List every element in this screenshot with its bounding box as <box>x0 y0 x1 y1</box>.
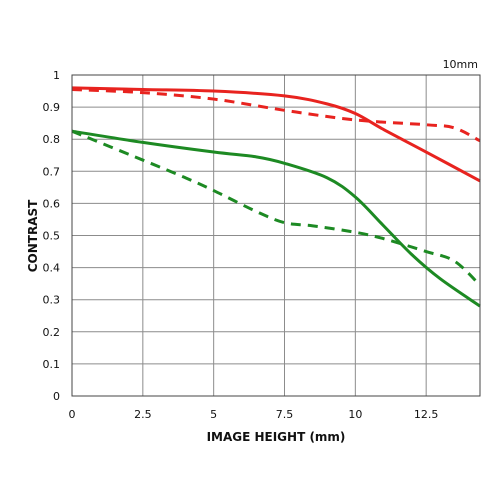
y-tick-label: 0.2 <box>43 326 61 339</box>
plot-frame <box>71 74 481 397</box>
y-tick-label: 0.6 <box>43 197 61 210</box>
y-tick-label: 0.3 <box>43 294 61 307</box>
x-tick-label: 10 <box>348 408 362 421</box>
y-tick-label: 1 <box>53 69 60 82</box>
x-axis-title: IMAGE HEIGHT (mm) <box>207 430 346 444</box>
x-tick-label: 12.5 <box>414 408 439 421</box>
x-tick-label: 5 <box>210 408 217 421</box>
y-tick-label: 0.8 <box>43 133 61 146</box>
y-tick-label: 0.5 <box>43 230 61 243</box>
x-axis-ticks: 0 2.5 5 7.5 10 12.5 <box>69 408 439 421</box>
x-tick-label: 2.5 <box>134 408 152 421</box>
y-axis-ticks: 0 0.1 0.2 0.3 0.4 0.5 0.6 0.7 0.8 0.9 1 <box>43 69 61 403</box>
y-tick-label: 0.4 <box>43 262 61 275</box>
y-axis-title: CONTRAST <box>26 199 40 272</box>
y-tick-label: 0.7 <box>43 165 61 178</box>
grid-lines <box>72 75 480 396</box>
x-tick-label: 7.5 <box>276 408 294 421</box>
series-lines <box>71 86 482 308</box>
y-tick-label: 0.9 <box>43 101 61 114</box>
red-dashed-series-line <box>71 87 481 143</box>
y-tick-label: 0 <box>53 390 60 403</box>
focal-length-label: 10mm <box>443 58 478 71</box>
green-dashed-series-line <box>71 129 482 287</box>
y-tick-label: 0.1 <box>43 358 61 371</box>
x-tick-label: 0 <box>69 408 76 421</box>
green-solid-series-line <box>71 129 481 308</box>
red-solid-series-line <box>71 86 481 183</box>
